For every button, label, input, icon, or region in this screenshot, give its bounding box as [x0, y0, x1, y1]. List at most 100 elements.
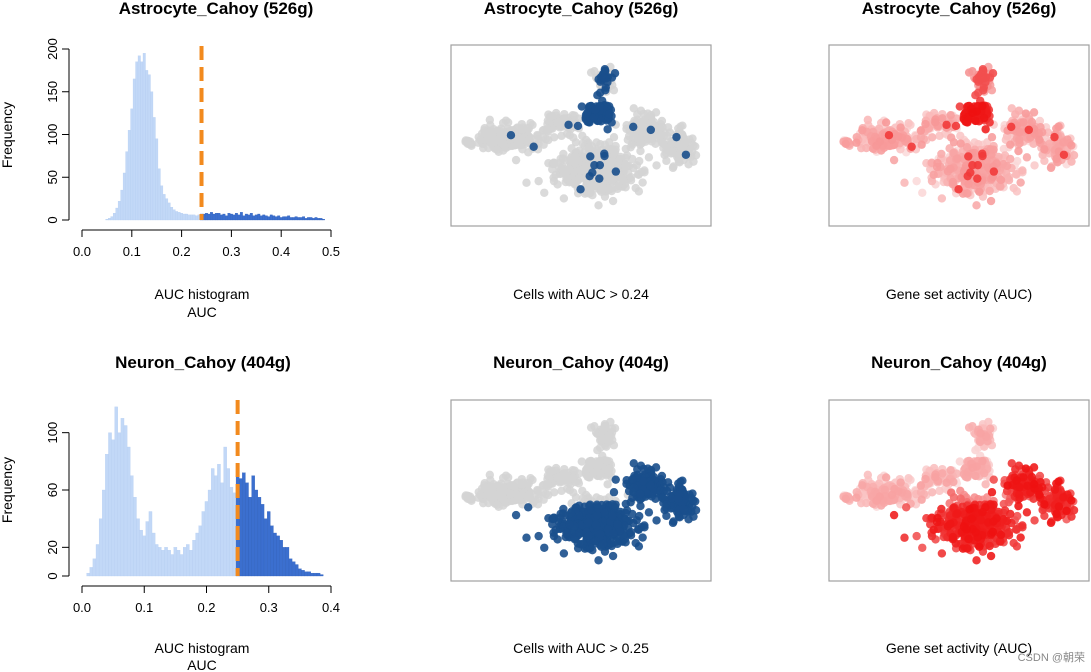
h2-bar [319, 574, 324, 577]
cell-point [553, 180, 562, 189]
cell-point [621, 538, 630, 547]
cell-point [657, 116, 667, 126]
cell-point [971, 90, 980, 100]
cell-point [562, 528, 571, 538]
h1-bar [257, 213, 261, 221]
h2-bar [195, 532, 199, 577]
h2-bar [295, 564, 299, 577]
h1-bar [232, 214, 236, 221]
h1-bar [110, 216, 114, 221]
h2-bar [316, 572, 321, 577]
h1-bar [297, 217, 301, 221]
cell-point [611, 475, 620, 484]
cell-point [501, 471, 511, 480]
cell-point [658, 493, 668, 502]
cell-point [978, 149, 987, 158]
cell-point [1030, 161, 1039, 170]
h2-bar [285, 547, 290, 577]
astro-activity-tsne-panel: Astrocyte_Cahoy (526g) Gene set activity… [828, 0, 1090, 302]
h2-bar [220, 482, 224, 577]
h2-bar [161, 550, 165, 577]
cell-point [652, 516, 661, 525]
cell-point [544, 135, 553, 145]
cell-point [1006, 140, 1015, 149]
h1-bar [130, 108, 134, 221]
cell-point [918, 543, 927, 552]
cell-point [917, 140, 926, 149]
cell-point [986, 196, 996, 206]
cell-point [584, 531, 593, 541]
cell-point [592, 138, 601, 147]
h2-bar [114, 406, 118, 577]
cell-point [918, 188, 927, 197]
h2-bar [151, 532, 156, 577]
cell-point [668, 518, 678, 528]
cell-point [608, 196, 618, 206]
cell-point [540, 188, 549, 197]
h2-bar [173, 547, 178, 577]
h1-bar [157, 168, 161, 221]
cell-point [942, 120, 951, 130]
cell-point [999, 144, 1009, 154]
h1-bar [135, 61, 139, 221]
h2-bar [148, 511, 153, 577]
cell-point [610, 69, 620, 78]
h2-bar [273, 532, 277, 577]
cell-point [1067, 512, 1076, 521]
cell-point [916, 133, 926, 142]
h2-bar [254, 489, 259, 577]
h2-y-tick-label: 60 [45, 483, 60, 497]
cell-point [518, 145, 527, 154]
h1-bar [150, 91, 154, 221]
cell-point [590, 422, 599, 431]
cell-point [1069, 506, 1079, 515]
astro-xlabel: AUC [187, 304, 217, 320]
cell-point [533, 131, 542, 141]
cell-point [522, 178, 531, 187]
cell-point [984, 417, 993, 427]
cell-point [917, 495, 926, 504]
h1-bar [289, 217, 293, 221]
cell-point [971, 471, 980, 481]
cell-point [643, 464, 653, 473]
h2-bar [142, 535, 146, 577]
cell-point [634, 170, 643, 179]
h1-x-tick-label: 0.4 [272, 244, 290, 259]
h2-bar [229, 486, 234, 577]
h2-bar [288, 558, 293, 577]
cell-point [628, 475, 637, 484]
h2-bar [245, 482, 249, 577]
cell-point [582, 464, 592, 473]
h1-bar [165, 198, 169, 221]
cell-point [621, 499, 631, 509]
cell-point [593, 511, 602, 520]
cell-point [931, 118, 940, 127]
cell-point [689, 512, 698, 521]
cell-point [1035, 135, 1044, 145]
cell-point [841, 139, 850, 149]
cell-point [912, 176, 921, 186]
h2-bar [126, 446, 131, 577]
astro-activity-points [839, 62, 1079, 210]
h1-bar [215, 213, 218, 221]
cell-point [902, 503, 911, 512]
h1-bar [264, 215, 268, 221]
cell-point [556, 509, 565, 519]
h1-bar [282, 216, 286, 221]
cell-point [667, 139, 676, 148]
cell-point [543, 479, 552, 489]
cell-point [476, 490, 485, 500]
h1-bar [230, 213, 233, 221]
h1-bar [244, 213, 248, 221]
cell-point [1018, 521, 1027, 530]
cell-point [603, 480, 612, 489]
h1-bar [234, 213, 238, 221]
cell-point [631, 538, 640, 548]
cell-point [945, 156, 955, 165]
cell-point [841, 494, 850, 504]
h1-bar [185, 213, 188, 221]
cell-point [996, 175, 1006, 185]
cell-point [584, 517, 593, 527]
cell-point [956, 139, 965, 148]
